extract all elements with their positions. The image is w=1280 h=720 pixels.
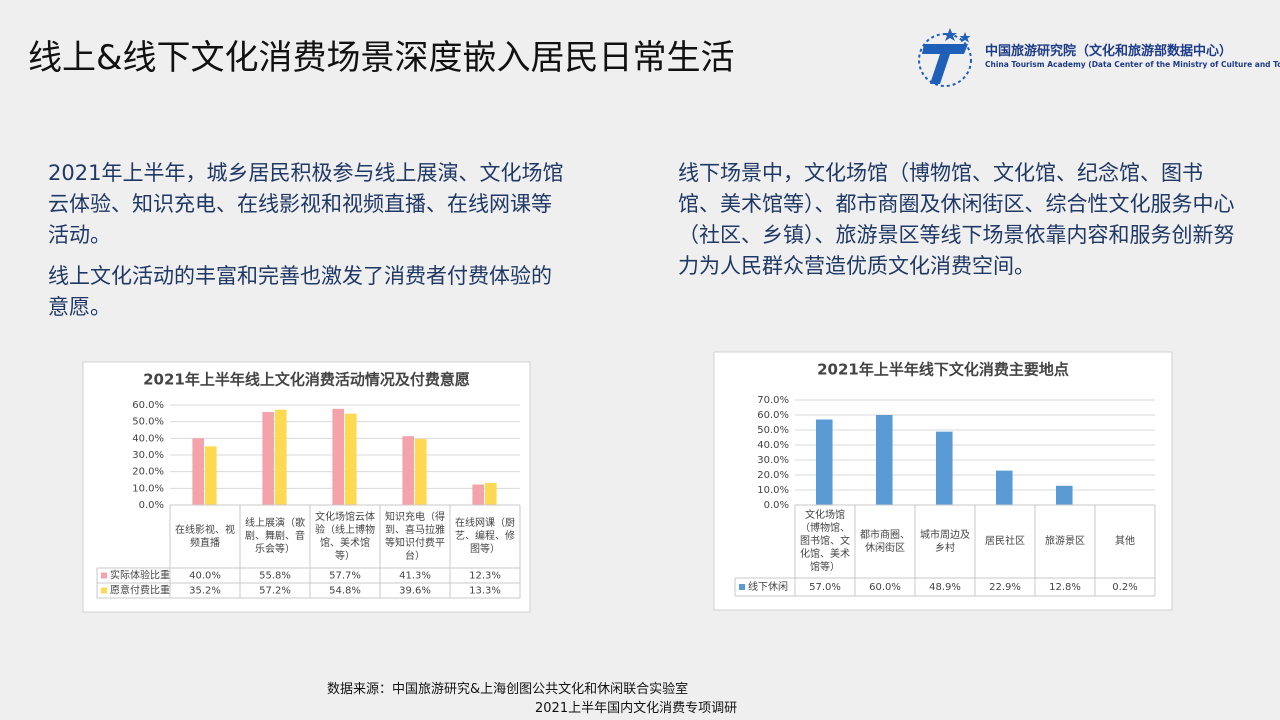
x-tick-label: 城市周边及乡村 bbox=[920, 529, 970, 554]
data-label: 39.6% bbox=[399, 586, 431, 597]
y-tick-label: 30.0% bbox=[132, 450, 164, 461]
bar bbox=[472, 484, 484, 505]
logo-name: 中国旅游研究院（文化和旅游部数据中心） bbox=[985, 44, 1233, 59]
data-label: 55.8% bbox=[259, 571, 291, 582]
y-tick-label: 60.0% bbox=[132, 400, 164, 411]
data-label: 54.8% bbox=[329, 586, 361, 597]
y-tick-label: 0.0% bbox=[764, 500, 789, 511]
slide-title: 线上&线下文化消费场景深度嵌入居民日常生活 bbox=[28, 38, 735, 78]
data-label: 12.8% bbox=[1049, 582, 1081, 593]
x-tick-label: 文化场馆（博物馆、图书馆、文化馆、美术馆等） bbox=[800, 510, 850, 573]
data-label: 57.7% bbox=[329, 571, 361, 582]
x-tick-label: 其他 bbox=[1115, 536, 1135, 547]
category-cell: 知识充电（得到、喜马拉雅等知识付费平台） bbox=[385, 511, 445, 562]
bar bbox=[345, 413, 357, 505]
bar bbox=[192, 438, 204, 505]
data-label: 22.9% bbox=[989, 582, 1021, 593]
paragraph: 线上文化活动的丰富和完善也激发了消费者付费体验的意愿。 bbox=[48, 264, 552, 319]
y-tick-label: 10.0% bbox=[757, 485, 789, 496]
y-tick-label: 30.0% bbox=[757, 455, 789, 466]
bar bbox=[332, 408, 344, 505]
left-text: 2021年上半年，城乡居民积极参与线上展演、文化场馆云体验、知识充电、在线影视和… bbox=[48, 158, 568, 333]
x-tick-label: 线上展演（歌剧、舞剧、音乐会等） bbox=[245, 518, 305, 555]
y-tick-label: 0.0% bbox=[139, 500, 164, 511]
logo-icon bbox=[918, 28, 972, 87]
data-label: 40.0% bbox=[189, 571, 221, 582]
bar bbox=[402, 436, 414, 505]
legend-key bbox=[739, 584, 745, 590]
bar bbox=[415, 439, 427, 505]
source: 2021上半年国内文化消费专项调研 bbox=[535, 701, 738, 716]
category-cell: 旅游景区 bbox=[1045, 536, 1085, 547]
data-label: 0.2% bbox=[1112, 582, 1137, 593]
bar bbox=[1056, 485, 1073, 505]
data-label: 60.0% bbox=[869, 582, 901, 593]
data-label: 48.9% bbox=[929, 582, 961, 593]
y-tick-label: 60.0% bbox=[757, 410, 789, 421]
category-cell: 在线网课（厨艺、编程、修图等） bbox=[455, 518, 515, 555]
y-tick-label: 40.0% bbox=[132, 433, 164, 444]
bar bbox=[485, 482, 497, 505]
bar bbox=[936, 431, 953, 505]
x-tick-label: 文化场馆云体验（线上博物馆、美术馆等） bbox=[315, 511, 375, 562]
y-tick-label: 50.0% bbox=[757, 425, 789, 436]
x-tick-label: 知识充电（得到、喜马拉雅等知识付费平台） bbox=[385, 511, 445, 562]
bar bbox=[275, 409, 287, 505]
bar bbox=[996, 470, 1013, 505]
legend-label: 愿意付费比重 bbox=[110, 584, 170, 597]
legend-label: 实际体验比重 bbox=[110, 569, 170, 582]
data-label: 41.3% bbox=[399, 571, 431, 582]
y-tick-label: 20.0% bbox=[132, 467, 164, 478]
data-label: 57.2% bbox=[259, 586, 291, 597]
bar bbox=[205, 446, 217, 505]
category-cell: 城市周边及乡村 bbox=[920, 529, 970, 554]
paragraph: 线下场景中，文化场馆（博物馆、文化馆、纪念馆、图书馆、美术馆等）、都市商圈及休闲… bbox=[678, 161, 1235, 278]
paragraph: 2021年上半年，城乡居民积极参与线上展演、文化场馆云体验、知识充电、在线影视和… bbox=[48, 161, 564, 247]
bar bbox=[816, 419, 833, 505]
data-label: 12.3% bbox=[469, 571, 501, 582]
bar bbox=[262, 412, 274, 505]
source: 数据来源：中国旅游研究&上海创图公共文化和休闲联合实验室 bbox=[327, 682, 689, 697]
y-tick-label: 40.0% bbox=[757, 440, 789, 451]
category-cell: 都市商圈、休闲街区 bbox=[860, 529, 910, 554]
category-cell: 文化场馆（博物馆、图书馆、文化馆、美术馆等） bbox=[800, 510, 850, 573]
legend-label: 线下休闲 bbox=[748, 580, 788, 593]
right-text: 线下场景中，文化场馆（博物馆、文化馆、纪念馆、图书馆、美术馆等）、都市商圈及休闲… bbox=[678, 158, 1238, 292]
x-tick-label: 居民社区 bbox=[985, 536, 1025, 547]
bar bbox=[876, 415, 893, 505]
legend-key bbox=[101, 572, 107, 579]
y-tick-label: 70.0% bbox=[757, 395, 789, 406]
category-cell: 其他 bbox=[1115, 536, 1135, 547]
y-tick-label: 10.0% bbox=[132, 483, 164, 494]
chart-title: 2021年上半年线下文化消费主要地点 bbox=[817, 361, 1069, 379]
x-tick-label: 旅游景区 bbox=[1045, 536, 1085, 547]
legend-key bbox=[101, 587, 107, 594]
category-cell: 文化场馆云体验（线上博物馆、美术馆等） bbox=[315, 511, 375, 562]
y-tick-label: 20.0% bbox=[757, 470, 789, 481]
x-tick-label: 在线影视、视频直播 bbox=[175, 524, 235, 549]
data-label: 13.3% bbox=[469, 586, 501, 597]
x-tick-label: 都市商圈、休闲街区 bbox=[860, 529, 910, 554]
data-label: 57.0% bbox=[809, 582, 841, 593]
category-cell: 居民社区 bbox=[985, 536, 1025, 547]
chart-frame bbox=[82, 361, 531, 613]
x-tick-label: 在线网课（厨艺、编程、修图等） bbox=[455, 518, 515, 555]
chart-title: 2021年上半年线上文化消费活动情况及付费意愿 bbox=[143, 371, 470, 389]
logo-english: China Tourism Academy (Data Center of th… bbox=[985, 60, 1280, 69]
category-cell: 在线影视、视频直播 bbox=[175, 524, 235, 549]
data-label: 35.2% bbox=[189, 586, 221, 597]
y-tick-label: 50.0% bbox=[132, 417, 164, 428]
category-cell: 线上展演（歌剧、舞剧、音乐会等） bbox=[245, 518, 305, 555]
